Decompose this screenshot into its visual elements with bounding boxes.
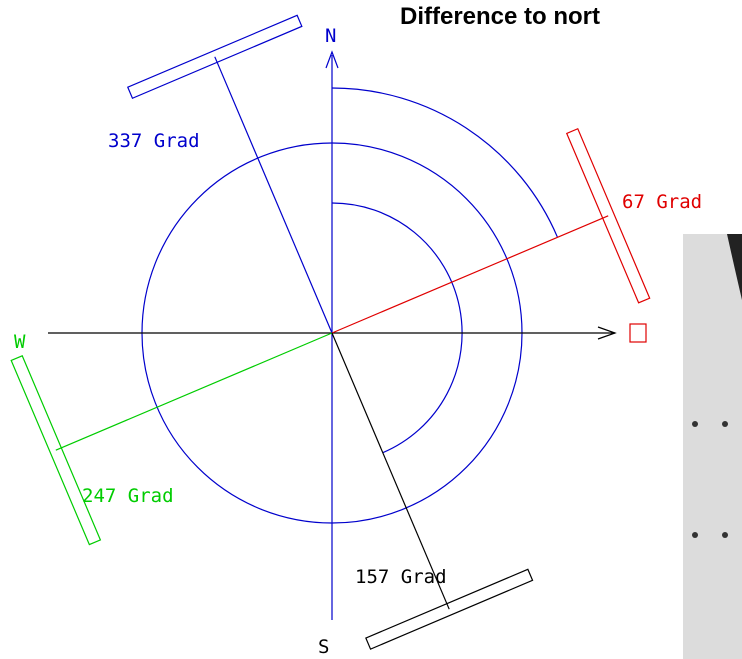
angle-label: 337 Grad xyxy=(108,130,200,152)
direction-lines xyxy=(11,15,649,649)
arcs xyxy=(142,88,558,523)
title: Difference to nort xyxy=(400,3,600,30)
photo xyxy=(683,234,742,659)
angle-label: 157 Grad xyxy=(355,566,447,588)
page: {"title": "Difference to nort", "compass… xyxy=(0,0,742,659)
north-label: N xyxy=(325,25,336,47)
west-label: W xyxy=(14,331,26,353)
diagram: Difference to nort N S W 337 Grad 67 Gra… xyxy=(0,0,742,659)
angle-label: 247 Grad xyxy=(82,485,174,507)
south-label: S xyxy=(318,636,329,658)
angle-label: 67 Grad xyxy=(622,191,702,213)
